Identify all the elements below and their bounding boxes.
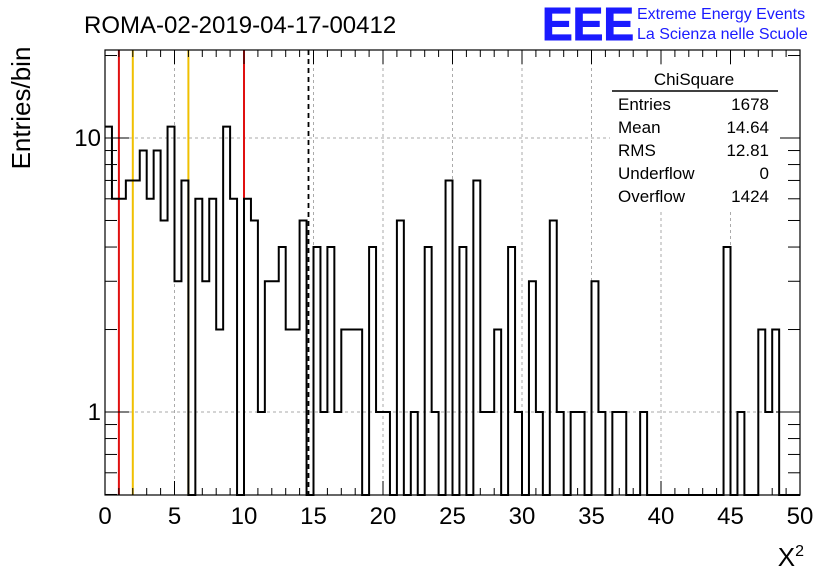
stats-label: Underflow [618, 164, 695, 183]
x-tick-label: 30 [509, 503, 536, 530]
stats-label: Overflow [618, 187, 686, 206]
stats-value: 12.81 [726, 141, 769, 160]
logo-mark: EEE [542, 0, 634, 50]
y-tick-label: 10 [74, 125, 101, 152]
stats-value: 0 [760, 164, 769, 183]
stats-label: RMS [618, 141, 656, 160]
chart-title: ROMA-02-2019-04-17-00412 [84, 12, 396, 39]
x-tick-label: 45 [717, 503, 744, 530]
stats-label: Mean [618, 118, 661, 137]
stats-box-bg [610, 68, 780, 211]
x-ticks: 0 5 10 15 20 25 30 35 40 45 50 [98, 50, 813, 530]
reference-lines [117, 50, 310, 495]
stats-rows: Entries 1678 Mean 14.64 RMS 12.81 Underflow 0 Ov… [618, 95, 769, 206]
x-tick-label: 40 [648, 503, 675, 530]
stats-value: 1678 [731, 95, 769, 114]
x-tick-label: 0 [98, 503, 111, 530]
x-label-sup: 2 [795, 543, 804, 560]
x-tick-label: 5 [168, 503, 181, 530]
x-axis-label: X2 [778, 542, 804, 572]
stats-value: 14.64 [726, 118, 769, 137]
x-tick-label: 50 [787, 503, 814, 530]
y-tick-label: 1 [88, 399, 101, 426]
eee-logo: EEE Extreme Energy Events La Scienza nel… [542, 0, 808, 51]
stats-title: ChiSquare [654, 70, 734, 89]
x-label-x: X [778, 542, 795, 572]
x-tick-label: 10 [231, 503, 258, 530]
x-tick-label: 35 [578, 503, 605, 530]
stats-value: 1424 [731, 187, 769, 206]
y-ticks: 1 10 [74, 55, 800, 495]
logo-line2: La Scienza nelle Scuole [637, 26, 808, 43]
x-tick-label: 15 [300, 503, 327, 530]
y-axis-label: Entries/bin [6, 47, 36, 170]
logo-line1: Extreme Energy Events [637, 6, 805, 23]
x-tick-label: 25 [439, 503, 466, 530]
stats-label: Entries [618, 95, 671, 114]
stats-box: ChiSquare Entries 1678 Mean 14.64 RMS 12.81 Un… [610, 68, 780, 211]
x-tick-label: 20 [370, 503, 397, 530]
